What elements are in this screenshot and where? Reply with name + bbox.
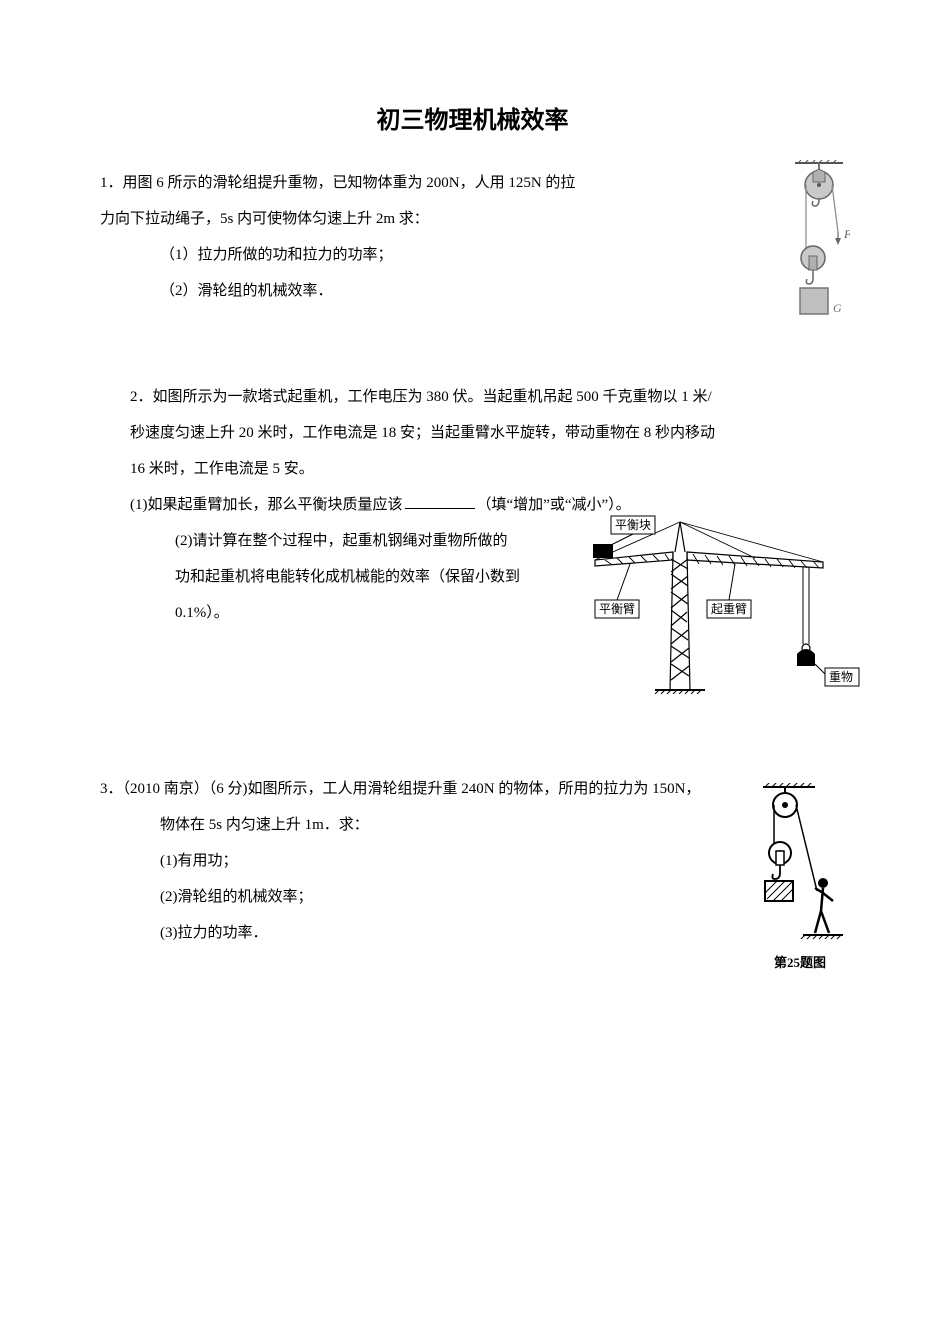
q2-line1: 2．如图所示为一款塔式起重机，工作电压为 380 伏。当起重机吊起 500 千克… <box>130 379 845 415</box>
svg-text:起重臂: 起重臂 <box>711 602 747 616</box>
q1-line2: 力向下拉动绳子，5s 内可使物体匀速上升 2m 求： <box>100 201 845 237</box>
figure-1-pulley: F G <box>795 160 850 330</box>
svg-text:F: F <box>843 227 850 241</box>
figure-2-crane: 平衡块 平衡臂 起重臂 重物 <box>575 514 865 694</box>
q3-sub1: (1)有用功； <box>100 843 845 879</box>
svg-text:重物: 重物 <box>829 670 853 684</box>
figure-3-caption: 第25题图 <box>755 947 845 978</box>
q2-line2: 秒速度匀速上升 20 米时，工作电流是 18 安；当起重臂水平旋转，带动重物在 … <box>130 415 845 451</box>
page-title: 初三物理机械效率 <box>100 100 845 135</box>
q1-line1: 1．用图 6 所示的滑轮组提升重物，已知物体重为 200N，人用 125N 的拉 <box>100 165 845 201</box>
fill-blank <box>405 494 475 509</box>
q1-sub1: （1）拉力所做的功和拉力的功率； <box>100 237 845 273</box>
q3-line2: 物体在 5s 内匀速上升 1m．求： <box>100 807 845 843</box>
svg-text:G: G <box>833 301 842 315</box>
q2-line3: 16 米时，工作电流是 5 安。 <box>130 451 845 487</box>
q3-line1: 3．（2010 南京）（6 分)如图所示，工人用滑轮组提升重 240N 的物体，… <box>100 771 845 807</box>
svg-text:平衡臂: 平衡臂 <box>599 602 635 616</box>
svg-text:平衡块: 平衡块 <box>615 518 651 532</box>
q2-sub1a: (1)如果起重臂加长，那么平衡块质量应该 <box>130 497 403 513</box>
question-2: 2．如图所示为一款塔式起重机，工作电压为 380 伏。当起重机吊起 500 千克… <box>100 379 845 631</box>
question-1: 1．用图 6 所示的滑轮组提升重物，已知物体重为 200N，人用 125N 的拉… <box>100 165 845 309</box>
q1-sub2: （2）滑轮组的机械效率． <box>100 273 845 309</box>
q2-sub1b: （填“增加”或“减小”）。 <box>477 497 631 513</box>
q3-sub2: (2)滑轮组的机械效率； <box>100 879 845 915</box>
question-3: 3．（2010 南京）（6 分)如图所示，工人用滑轮组提升重 240N 的物体，… <box>100 771 845 951</box>
figure-3-pulley-worker: 第25题图 <box>755 783 845 963</box>
q3-sub3: (3)拉力的功率． <box>100 915 845 951</box>
